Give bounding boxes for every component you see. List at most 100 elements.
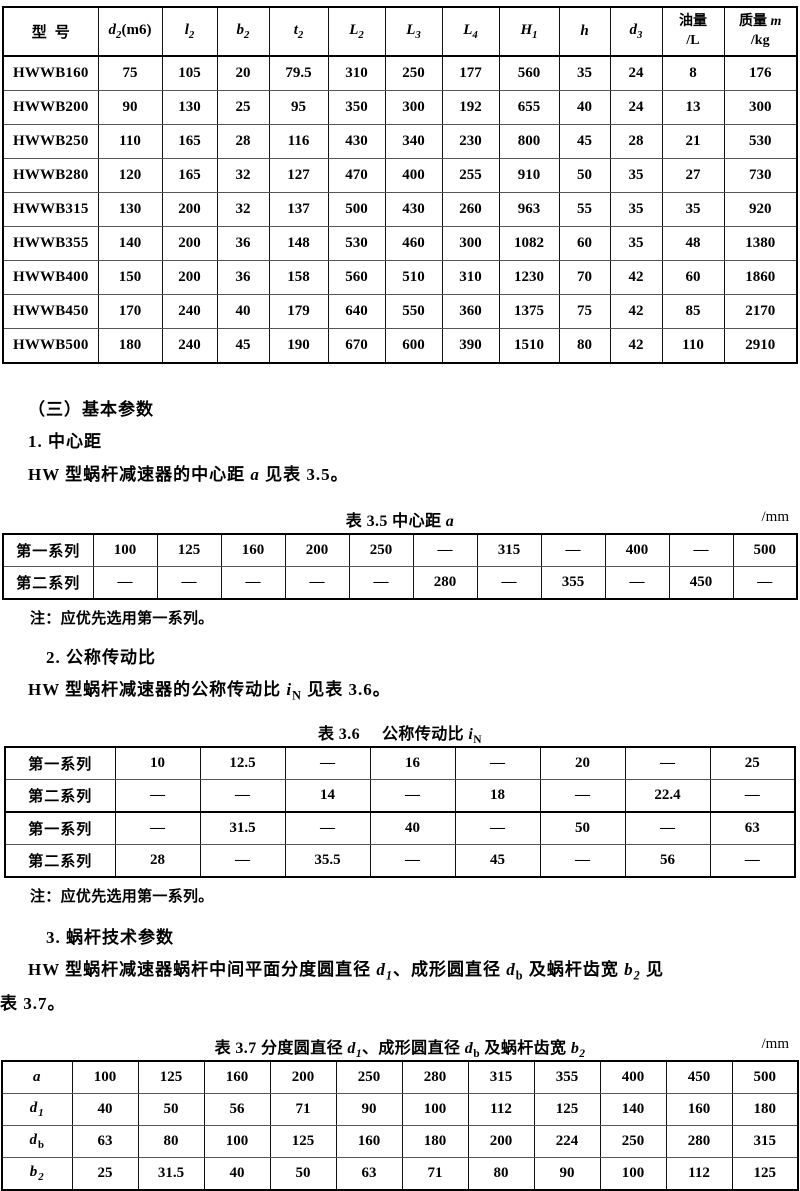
model-dimension-table: 型号 d2(m6) l2 b2 t2 L2 L3 L4 H1 h d3 油量/L…: [2, 6, 798, 364]
model-value-cell: 90: [97, 90, 163, 125]
table-row: HWWB400 150 200 36 158 560 510 310 1230 70 42 60 186…: [2, 260, 798, 295]
model-name-cell: HWWB280: [2, 158, 99, 193]
model-value-cell: 800: [498, 124, 560, 159]
value-cell: 125: [731, 1157, 799, 1191]
table36-note: 注：应优先选用第一系列。: [30, 888, 214, 905]
model-value-cell: 510: [384, 260, 443, 295]
model-value-cell: 48: [661, 226, 725, 261]
value-cell: 80: [467, 1157, 535, 1191]
value-cell: 56: [203, 1093, 271, 1127]
model-value-cell: 110: [97, 124, 163, 159]
value-cell: 112: [467, 1093, 535, 1127]
model-value-cell: 530: [327, 226, 386, 261]
model-value-cell: 28: [216, 124, 270, 159]
model-value-cell: 60: [558, 226, 611, 261]
model-value-cell: 963: [498, 192, 560, 227]
model-value-cell: 85: [661, 294, 725, 329]
model-value-cell: 176: [723, 55, 798, 91]
model-value-cell: 105: [161, 55, 218, 91]
value-cell: 200: [467, 1125, 535, 1159]
model-value-cell: 910: [498, 158, 560, 193]
value-cell: 160: [220, 532, 286, 567]
table36-caption: 表 3.6 公称传动比 iN: [318, 725, 482, 746]
model-value-cell: 340: [384, 124, 443, 159]
model-value-cell: 255: [441, 158, 500, 193]
model-name-cell: HWWB200: [2, 90, 99, 125]
model-value-cell: 470: [327, 158, 386, 193]
value-cell: —: [604, 565, 670, 600]
value-cell: —: [284, 810, 371, 845]
model-value-cell: 165: [161, 124, 218, 159]
model-value-cell: 350: [327, 90, 386, 125]
model-value-cell: 190: [268, 328, 329, 364]
value-cell: 100: [599, 1157, 667, 1191]
value-cell: 500: [732, 532, 798, 567]
row-label-cell: d1: [1, 1093, 73, 1127]
table37-body: a 100 125 160 200 250 280 315 355 400 450 500 d1 40 50…: [1, 1060, 799, 1191]
model-value-cell: 1860: [723, 260, 798, 295]
value-cell: 50: [137, 1093, 205, 1127]
model-value-cell: 21: [661, 124, 725, 159]
value-cell: 50: [269, 1157, 337, 1191]
value-cell: 100: [92, 532, 158, 567]
model-value-cell: 36: [216, 260, 270, 295]
value-cell: —: [732, 565, 798, 600]
row-label-cell: 第一系列: [2, 532, 94, 567]
model-value-cell: 42: [609, 328, 663, 364]
model-name-cell: HWWB355: [2, 226, 99, 261]
table-row: 第一系列 100 125 160 200 250—315—400—500: [2, 532, 798, 567]
value-cell: 125: [269, 1125, 337, 1159]
value-cell: —: [709, 843, 796, 878]
model-value-cell: 1380: [723, 226, 798, 261]
row-label-cell: 第二系列: [4, 778, 116, 813]
table-pitch-diameter: a 100 125 160 200 250 280 315 355 400 450 500 d1 40 50…: [1, 1060, 799, 1191]
model-value-cell: 530: [723, 124, 798, 159]
model-value-cell: 35: [661, 192, 725, 227]
table35-unit: /mm: [761, 508, 789, 525]
model-value-cell: 28: [609, 124, 663, 159]
model-value-cell: 240: [161, 328, 218, 364]
value-cell: 160: [203, 1060, 271, 1095]
table-row: HWWB450 170 240 40 179 640 550 360 1375 75 42 85 217…: [2, 294, 798, 329]
value-cell: 22.4: [624, 778, 711, 813]
model-value-cell: 148: [268, 226, 329, 261]
value-cell: 200: [269, 1060, 337, 1095]
model-value-cell: 13: [661, 90, 725, 125]
value-cell: 125: [156, 532, 222, 567]
value-cell: 355: [540, 565, 606, 600]
row-label-cell: a: [1, 1060, 73, 1095]
model-value-cell: 150: [97, 260, 163, 295]
subsection-3-paragraph-line2: 表 3.7。: [0, 993, 66, 1013]
value-cell: 10: [114, 745, 201, 780]
table35-caption-row: 表 3.5 中心距 a /mm: [5, 507, 795, 533]
table36-body: 第一系列 10 12.5—16—20—25 第二系列 — —14—18—22.4— 第一系列…: [4, 745, 796, 878]
value-cell: 90: [335, 1093, 403, 1127]
value-cell: 250: [599, 1125, 667, 1159]
table-row: HWWB200 90 130 25 95 350 300 192 655 40 24 13 300: [2, 90, 798, 125]
model-value-cell: 32: [216, 192, 270, 227]
value-cell: 14: [284, 778, 371, 813]
value-cell: 71: [269, 1093, 337, 1127]
model-value-cell: 24: [609, 55, 663, 91]
model-value-cell: 35: [609, 226, 663, 261]
model-name-cell: HWWB315: [2, 192, 99, 227]
value-cell: 250: [335, 1060, 403, 1095]
model-value-cell: 79.5: [268, 55, 329, 91]
value-cell: 40: [369, 810, 456, 845]
value-cell: 180: [731, 1093, 799, 1127]
model-value-cell: 192: [441, 90, 500, 125]
header-cell-L2: L2: [327, 6, 386, 57]
value-cell: —: [709, 778, 796, 813]
value-cell: 35.5: [284, 843, 371, 878]
model-value-cell: 2910: [723, 328, 798, 364]
value-cell: —: [199, 778, 286, 813]
value-cell: 45: [454, 843, 541, 878]
value-cell: 63: [71, 1125, 139, 1159]
table35-note: 注：应优先选用第一系列。: [30, 610, 214, 627]
value-cell: 400: [599, 1060, 667, 1095]
value-cell: —: [156, 565, 222, 600]
model-value-cell: 300: [441, 226, 500, 261]
value-cell: —: [624, 810, 711, 845]
value-cell: 280: [665, 1125, 733, 1159]
model-value-cell: 360: [441, 294, 500, 329]
